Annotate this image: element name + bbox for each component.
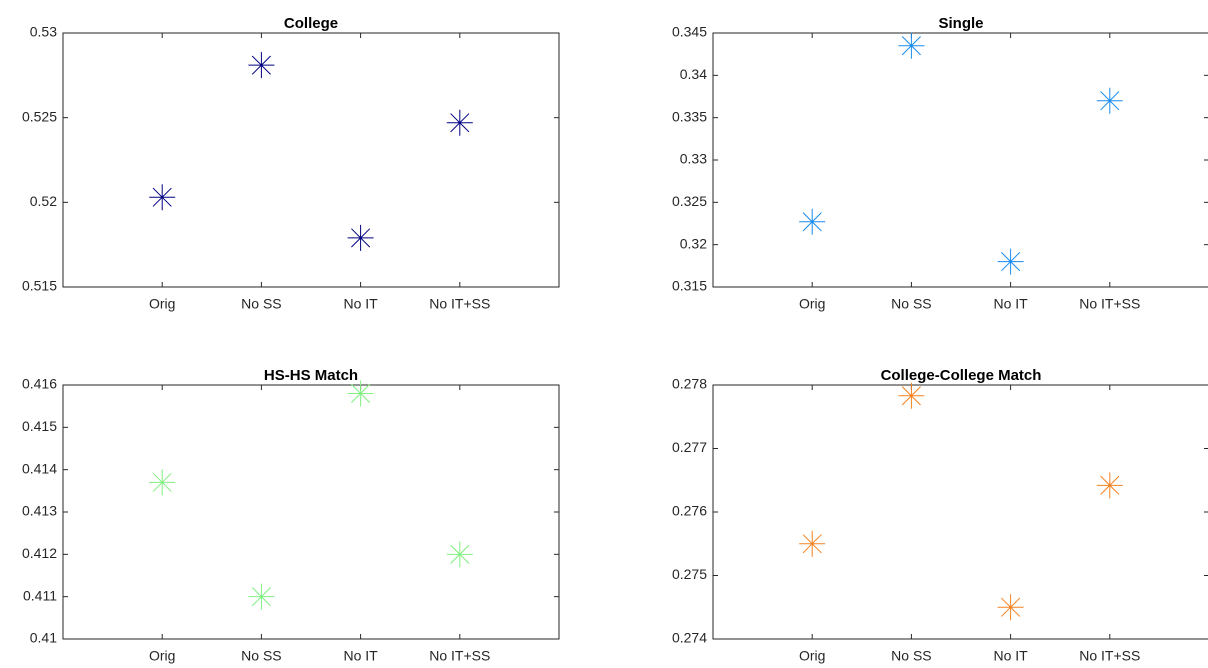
subplot-title: HS-HS Match [264,367,358,384]
y-tick-label: 0.34 [680,66,707,82]
data-point [149,469,176,496]
y-tick-label: 0.278 [672,376,707,392]
x-tick-label: Orig [799,296,825,312]
data-point [248,52,275,79]
plot-area [62,32,560,288]
x-tick-label: No IT [343,296,378,312]
data-point [446,541,473,568]
y-tick-label: 0.274 [672,630,707,646]
x-tick-label: No IT [993,296,1028,312]
data-point [149,184,176,211]
x-tick-label: No IT+SS [1079,296,1140,312]
plot-area [712,32,1208,288]
y-tick-label: 0.411 [23,587,57,603]
x-tick-label: No SS [891,296,931,312]
x-tick-label: Orig [149,648,175,664]
data-point [347,224,374,251]
y-tick-label: 0.32 [680,235,707,251]
data-point [898,32,925,59]
y-tick-label: 0.53 [30,24,57,40]
plot-area [62,384,560,640]
x-tick-label: No IT+SS [429,648,490,664]
y-tick-label: 0.412 [22,545,57,561]
data-point [1096,87,1123,114]
y-tick-label: 0.33 [680,151,707,167]
y-tick-label: 0.525 [22,108,57,124]
x-tick-label: No SS [891,648,931,664]
y-tick-label: 0.275 [672,566,707,582]
y-tick-label: 0.414 [22,460,57,476]
x-tick-label: No IT+SS [429,296,490,312]
data-point [799,530,826,557]
x-tick-label: Orig [799,648,825,664]
subplot-title: Single [938,15,983,32]
data-point [1096,472,1123,499]
y-tick-label: 0.413 [22,503,57,519]
data-point [248,583,275,610]
x-tick-label: No IT+SS [1079,648,1140,664]
x-tick-label: No IT [343,648,378,664]
y-tick-label: 0.41 [30,630,57,646]
data-point [799,208,826,235]
y-tick-label: 0.325 [672,193,707,209]
subplot-title: College [284,15,338,32]
data-point [898,382,925,409]
data-point [347,380,374,407]
y-tick-label: 0.415 [22,418,57,434]
data-point [997,594,1024,621]
y-tick-label: 0.276 [672,503,707,519]
y-tick-label: 0.345 [672,24,707,40]
data-point [446,109,473,136]
plot-area [712,384,1208,640]
y-tick-label: 0.52 [30,193,57,209]
x-tick-label: No IT [993,648,1028,664]
data-point [997,248,1024,275]
x-tick-label: No SS [241,648,281,664]
x-tick-label: No SS [241,296,281,312]
y-tick-label: 0.277 [672,439,707,455]
x-tick-label: Orig [149,296,175,312]
y-tick-label: 0.515 [22,278,57,294]
y-tick-label: 0.416 [22,376,57,392]
y-tick-label: 0.315 [672,278,707,294]
subplot-title: College-College Match [881,367,1042,384]
y-tick-label: 0.335 [672,108,707,124]
